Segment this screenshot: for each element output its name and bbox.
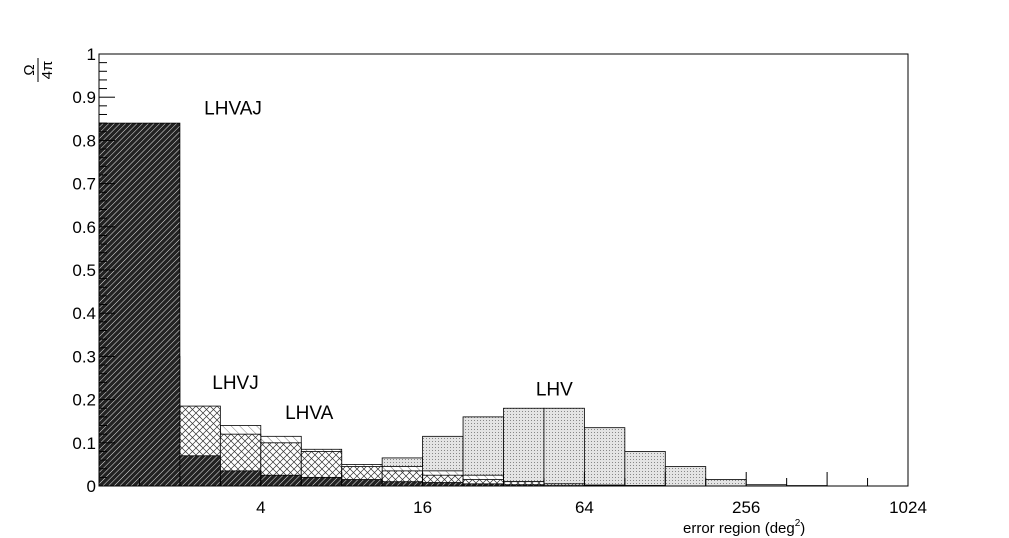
series-labels: LHV LHVA LHVJ LHVAJ — [204, 98, 573, 424]
bar-lhvaj-4 — [300, 476, 343, 487]
y-ticks: 0 0.1 0.2 0.3 0.4 0.5 0.6 0.7 0.8 0.9 1 — [72, 45, 115, 496]
x-axis-title: error region (deg2) — [683, 518, 805, 537]
bar-lhv-11 — [584, 427, 626, 487]
x-tick-label: 1024 — [889, 498, 927, 517]
y-tick-label: 0.1 — [72, 434, 96, 453]
bar-lhv-14 — [705, 479, 747, 487]
y-tick-label: 0.7 — [72, 175, 96, 194]
y-axis-title-denominator: 4π — [39, 61, 56, 80]
y-tick-label: 1 — [87, 45, 96, 64]
x-tick-label: 256 — [732, 498, 760, 517]
series-label-lhva: LHVA — [285, 403, 334, 424]
x-tick-label: 16 — [413, 498, 432, 517]
y-tick-label: 0.3 — [72, 347, 96, 366]
bar-lhvaj-3 — [260, 474, 302, 487]
y-tick-label: 0.9 — [72, 88, 96, 107]
x-ticks: 4 16 64 256 1024 — [98, 472, 927, 517]
bar-lhvaj-5 — [341, 479, 383, 487]
series-label-lhvaj: LHVAJ — [204, 98, 262, 119]
series-label-lhvj: LHVJ — [212, 373, 258, 394]
bar-lhv-13 — [664, 466, 707, 487]
series-label-lhv: LHV — [536, 379, 573, 400]
y-tick-label: 0.5 — [72, 261, 96, 280]
y-tick-label: 0.4 — [72, 304, 96, 323]
bar-lhv-8 — [462, 416, 504, 487]
bar-lhv-10 — [543, 407, 585, 487]
y-tick-label: 0 — [87, 477, 96, 496]
x-tick-label: 4 — [256, 498, 265, 517]
y-tick-label: 0.8 — [72, 131, 96, 150]
bars-layer — [98, 122, 828, 487]
x-axis-title-sup: 2 — [795, 518, 801, 529]
bar-lhvaj-7 — [422, 482, 464, 487]
bar-lhv-9 — [503, 407, 545, 487]
y-tick-label: 0.2 — [72, 391, 96, 410]
bar-lhvaj-2 — [219, 470, 262, 487]
bar-lhvaj-1 — [179, 455, 221, 487]
x-tick-label: 64 — [575, 498, 594, 517]
y-tick-label: 0.6 — [72, 218, 96, 237]
y-axis-title-numerator: Ω — [21, 64, 38, 75]
y-axis-title: Ω 4π — [21, 58, 56, 82]
bar-lhvaj-6 — [381, 481, 423, 487]
bar-lhv-12 — [624, 451, 666, 487]
bar-lhvaj-0 — [98, 122, 181, 487]
